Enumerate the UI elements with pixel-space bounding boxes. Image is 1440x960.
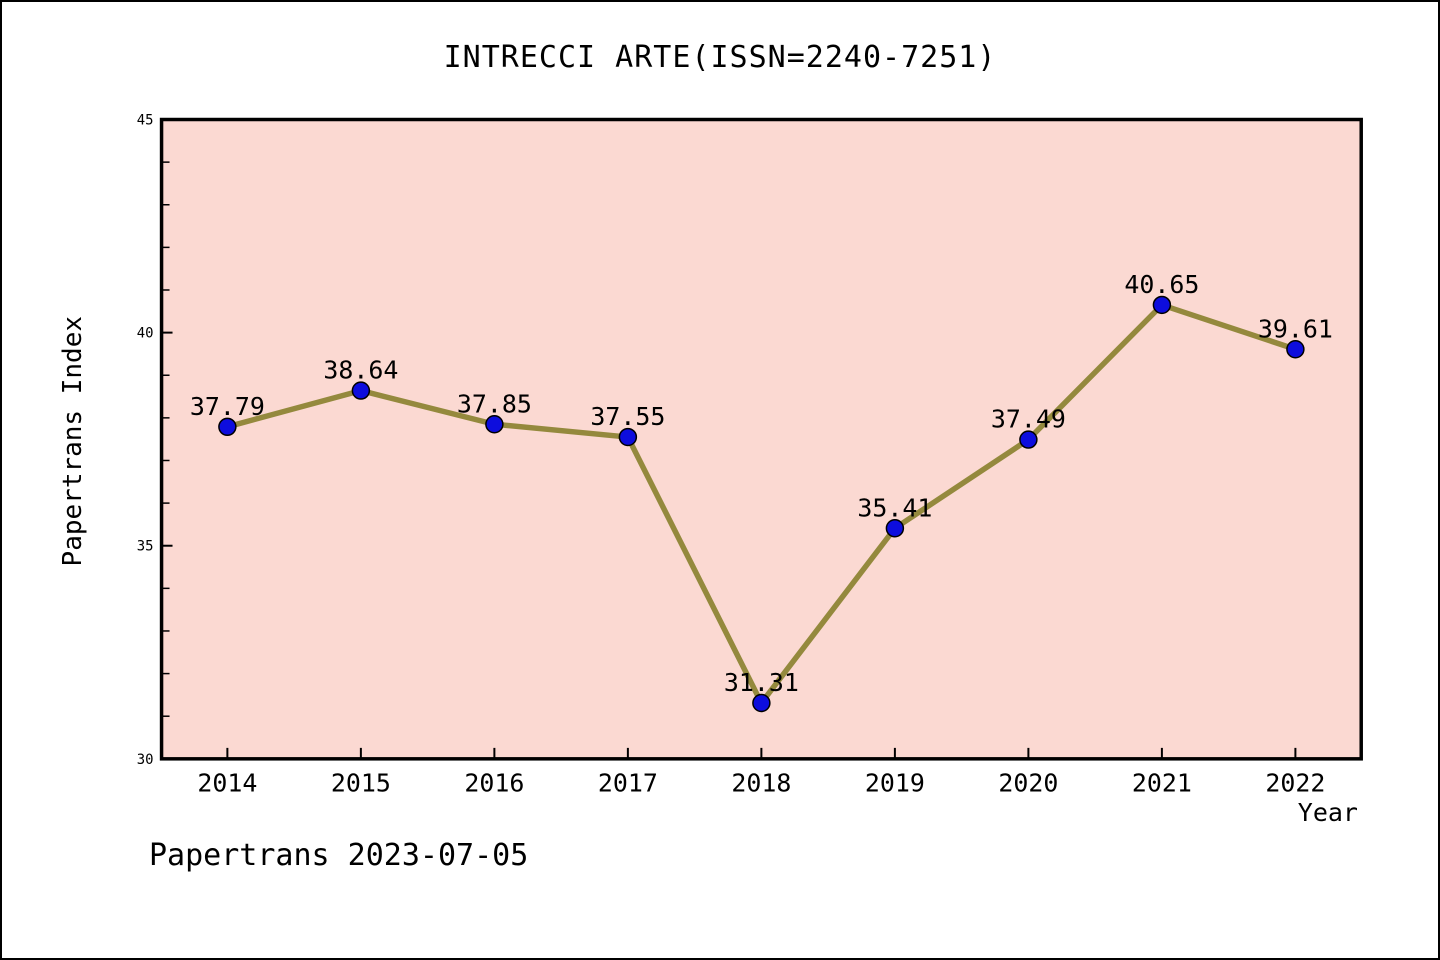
x-tick-label: 2014 xyxy=(197,769,257,798)
data-point-label: 37.85 xyxy=(457,389,532,418)
data-point xyxy=(1152,295,1172,315)
x-tick-label: 2017 xyxy=(598,769,658,798)
data-point xyxy=(752,693,771,713)
data-point xyxy=(618,427,638,447)
data-point xyxy=(485,415,504,434)
data-point-label: 31.31 xyxy=(724,668,799,697)
data-point xyxy=(351,381,371,400)
x-tick-label: 2019 xyxy=(865,769,925,798)
x-tick-label: 2021 xyxy=(1132,769,1192,798)
data-point xyxy=(885,519,905,538)
data-point-label: 37.79 xyxy=(190,392,265,421)
chart-footer: Papertrans 2023-07-05 xyxy=(149,838,529,873)
data-point-label: 38.64 xyxy=(323,356,398,385)
y-tick-label: 35 xyxy=(137,539,154,555)
x-tick-label: 2022 xyxy=(1265,769,1325,798)
data-point-label: 37.49 xyxy=(991,405,1066,434)
y-axis-label: Papertrans Index xyxy=(58,315,88,567)
data-point-label: 35.41 xyxy=(857,493,932,522)
plot-background xyxy=(161,119,1362,759)
chart-title: INTRECCI ARTE(ISSN=2240-7251) xyxy=(443,40,997,75)
x-tick-label: 2020 xyxy=(998,769,1058,798)
data-point xyxy=(1019,430,1038,449)
x-tick-label: 2016 xyxy=(464,769,524,798)
data-point-label: 40.65 xyxy=(1124,270,1199,299)
y-tick-label: 30 xyxy=(137,752,154,768)
y-tick-label: 40 xyxy=(137,326,154,342)
data-point xyxy=(1286,340,1305,359)
y-tick-label: 45 xyxy=(137,112,154,128)
x-axis-label: Year xyxy=(1297,798,1358,827)
data-point-label: 37.55 xyxy=(590,402,665,431)
x-tick-label: 2018 xyxy=(731,769,791,798)
data-point xyxy=(218,417,237,437)
plot-frame xyxy=(159,117,1363,761)
data-point-label: 39.61 xyxy=(1258,314,1333,343)
x-tick-label: 2015 xyxy=(331,769,391,798)
